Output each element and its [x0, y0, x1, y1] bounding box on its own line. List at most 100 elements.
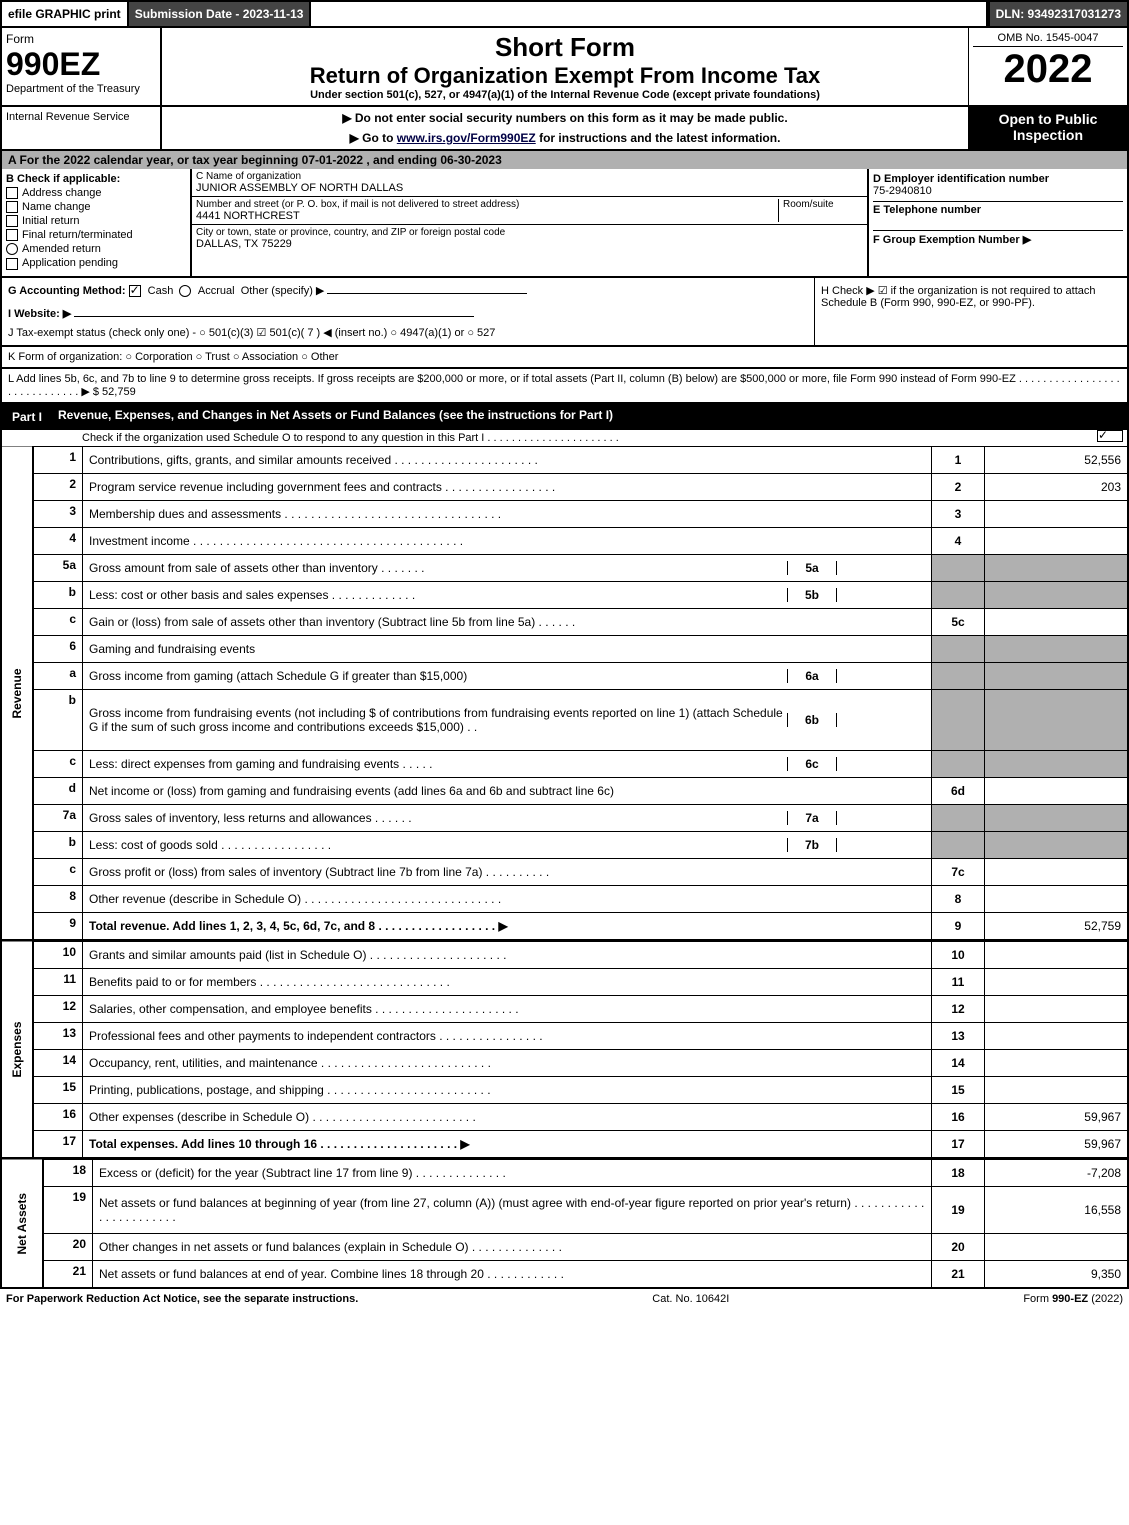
line-number: b	[33, 581, 83, 608]
line-row: 7aGross sales of inventory, less returns…	[1, 804, 1128, 831]
line-row: cLess: direct expenses from gaming and f…	[1, 750, 1128, 777]
note-link: ▶ Go to www.irs.gov/Form990EZ for instru…	[166, 131, 964, 145]
line-description: Net assets or fund balances at beginning…	[93, 1186, 932, 1233]
accounting-other-input[interactable]	[327, 293, 527, 294]
section-a: A For the 2022 calendar year, or tax yea…	[0, 151, 1129, 169]
line-value: 16,558	[985, 1186, 1129, 1233]
line-row: 4Investment income . . . . . . . . . . .…	[1, 527, 1128, 554]
line-row: cGain or (loss) from sale of assets othe…	[1, 608, 1128, 635]
line-number: 12	[33, 995, 83, 1022]
line-number: 15	[33, 1076, 83, 1103]
line-value	[985, 500, 1129, 527]
line-number: 11	[33, 968, 83, 995]
chk-name[interactable]	[6, 201, 18, 213]
line-description: Other revenue (describe in Schedule O) .…	[83, 885, 932, 912]
line-row: 9Total revenue. Add lines 1, 2, 3, 4, 5c…	[1, 912, 1128, 940]
line-ref	[932, 635, 985, 662]
line-number: 18	[43, 1159, 93, 1186]
line-ref: 9	[932, 912, 985, 940]
line-value	[985, 689, 1129, 750]
line-description: Net assets or fund balances at end of ye…	[93, 1260, 932, 1288]
chk-final[interactable]	[6, 229, 18, 241]
chk-application[interactable]	[6, 258, 18, 270]
line-ref	[932, 804, 985, 831]
irs-link[interactable]: www.irs.gov/Form990EZ	[397, 131, 536, 145]
line-value	[985, 941, 1129, 968]
line-row: bLess: cost of goods sold . . . . . . . …	[1, 831, 1128, 858]
line-number: a	[33, 662, 83, 689]
line-value	[985, 858, 1129, 885]
ein-value: 75-2940810	[873, 185, 1123, 197]
chk-initial[interactable]	[6, 215, 18, 227]
line-ref: 21	[932, 1260, 985, 1288]
chk-accrual[interactable]	[179, 285, 191, 297]
omb-number: OMB No. 1545-0047	[973, 32, 1123, 47]
line-ref	[932, 689, 985, 750]
line-value	[985, 1022, 1129, 1049]
line-number: 6	[33, 635, 83, 662]
line-value	[985, 804, 1129, 831]
line-value	[985, 995, 1129, 1022]
revenue-table: Revenue1Contributions, gifts, grants, an…	[0, 446, 1129, 941]
line-value: 59,967	[985, 1130, 1129, 1158]
section-c: C Name of organization JUNIOR ASSEMBLY O…	[192, 169, 867, 276]
line-value	[985, 527, 1129, 554]
line-value	[985, 885, 1129, 912]
submission-date: Submission Date - 2023-11-13	[129, 2, 312, 26]
part1-header: Part I Revenue, Expenses, and Changes in…	[0, 404, 1129, 430]
line-description: Printing, publications, postage, and shi…	[83, 1076, 932, 1103]
form-id-block: Form 990EZ Department of the Treasury	[2, 28, 162, 105]
line-ref	[932, 554, 985, 581]
section-side-label: Net Assets	[1, 1159, 43, 1288]
chk-cash[interactable]	[129, 285, 141, 297]
line-row: 16Other expenses (describe in Schedule O…	[1, 1103, 1128, 1130]
line-description: Excess or (deficit) for the year (Subtra…	[93, 1159, 932, 1186]
line-ref: 17	[932, 1130, 985, 1158]
line-number: 10	[33, 941, 83, 968]
chk-address[interactable]	[6, 187, 18, 199]
footer-mid: Cat. No. 10642I	[652, 1293, 729, 1305]
line-row: Expenses10Grants and similar amounts pai…	[1, 941, 1128, 968]
chk-schedule-o[interactable]	[1097, 430, 1123, 442]
dept-treasury: Department of the Treasury	[6, 83, 156, 95]
line-ref: 15	[932, 1076, 985, 1103]
website-input[interactable]	[74, 316, 474, 317]
form-header-row2: Internal Revenue Service ▶ Do not enter …	[0, 107, 1129, 151]
line-value: 52,556	[985, 446, 1129, 473]
line-description: Less: cost or other basis and sales expe…	[83, 581, 932, 608]
section-side-label: Revenue	[1, 446, 33, 940]
line-row: 17Total expenses. Add lines 10 through 1…	[1, 1130, 1128, 1158]
line-description: Net income or (loss) from gaming and fun…	[83, 777, 932, 804]
line-row: cGross profit or (loss) from sales of in…	[1, 858, 1128, 885]
line-description: Benefits paid to or for members . . . . …	[83, 968, 932, 995]
line-ref: 16	[932, 1103, 985, 1130]
line-value	[985, 777, 1129, 804]
line-value	[985, 968, 1129, 995]
line-row: dNet income or (loss) from gaming and fu…	[1, 777, 1128, 804]
org-street: 4441 NORTHCREST	[196, 210, 778, 222]
line-row: 21Net assets or fund balances at end of …	[1, 1260, 1128, 1288]
line-ref: 8	[932, 885, 985, 912]
top-bar: efile GRAPHIC print Submission Date - 20…	[0, 0, 1129, 28]
line-description: Gaming and fundraising events	[83, 635, 932, 662]
section-k: K Form of organization: ○ Corporation ○ …	[0, 347, 1129, 369]
efile-print-button[interactable]: efile GRAPHIC print	[2, 2, 129, 26]
line-row: bGross income from fundraising events (n…	[1, 689, 1128, 750]
tax-year: 2022	[973, 47, 1123, 92]
line-ref	[932, 662, 985, 689]
line-description: Gross income from fundraising events (no…	[83, 689, 932, 750]
line-number: 2	[33, 473, 83, 500]
line-row: 20Other changes in net assets or fund ba…	[1, 1233, 1128, 1260]
line-row: 12Salaries, other compensation, and empl…	[1, 995, 1128, 1022]
chk-amended[interactable]	[6, 243, 18, 255]
line-number: 7a	[33, 804, 83, 831]
line-row: 8Other revenue (describe in Schedule O) …	[1, 885, 1128, 912]
line-ref: 2	[932, 473, 985, 500]
line-value	[985, 1049, 1129, 1076]
line-value	[985, 581, 1129, 608]
line-description: Total expenses. Add lines 10 through 16 …	[83, 1130, 932, 1158]
line-value: 59,967	[985, 1103, 1129, 1130]
line-row: 19Net assets or fund balances at beginni…	[1, 1186, 1128, 1233]
line-description: Investment income . . . . . . . . . . . …	[83, 527, 932, 554]
line-description: Occupancy, rent, utilities, and maintena…	[83, 1049, 932, 1076]
